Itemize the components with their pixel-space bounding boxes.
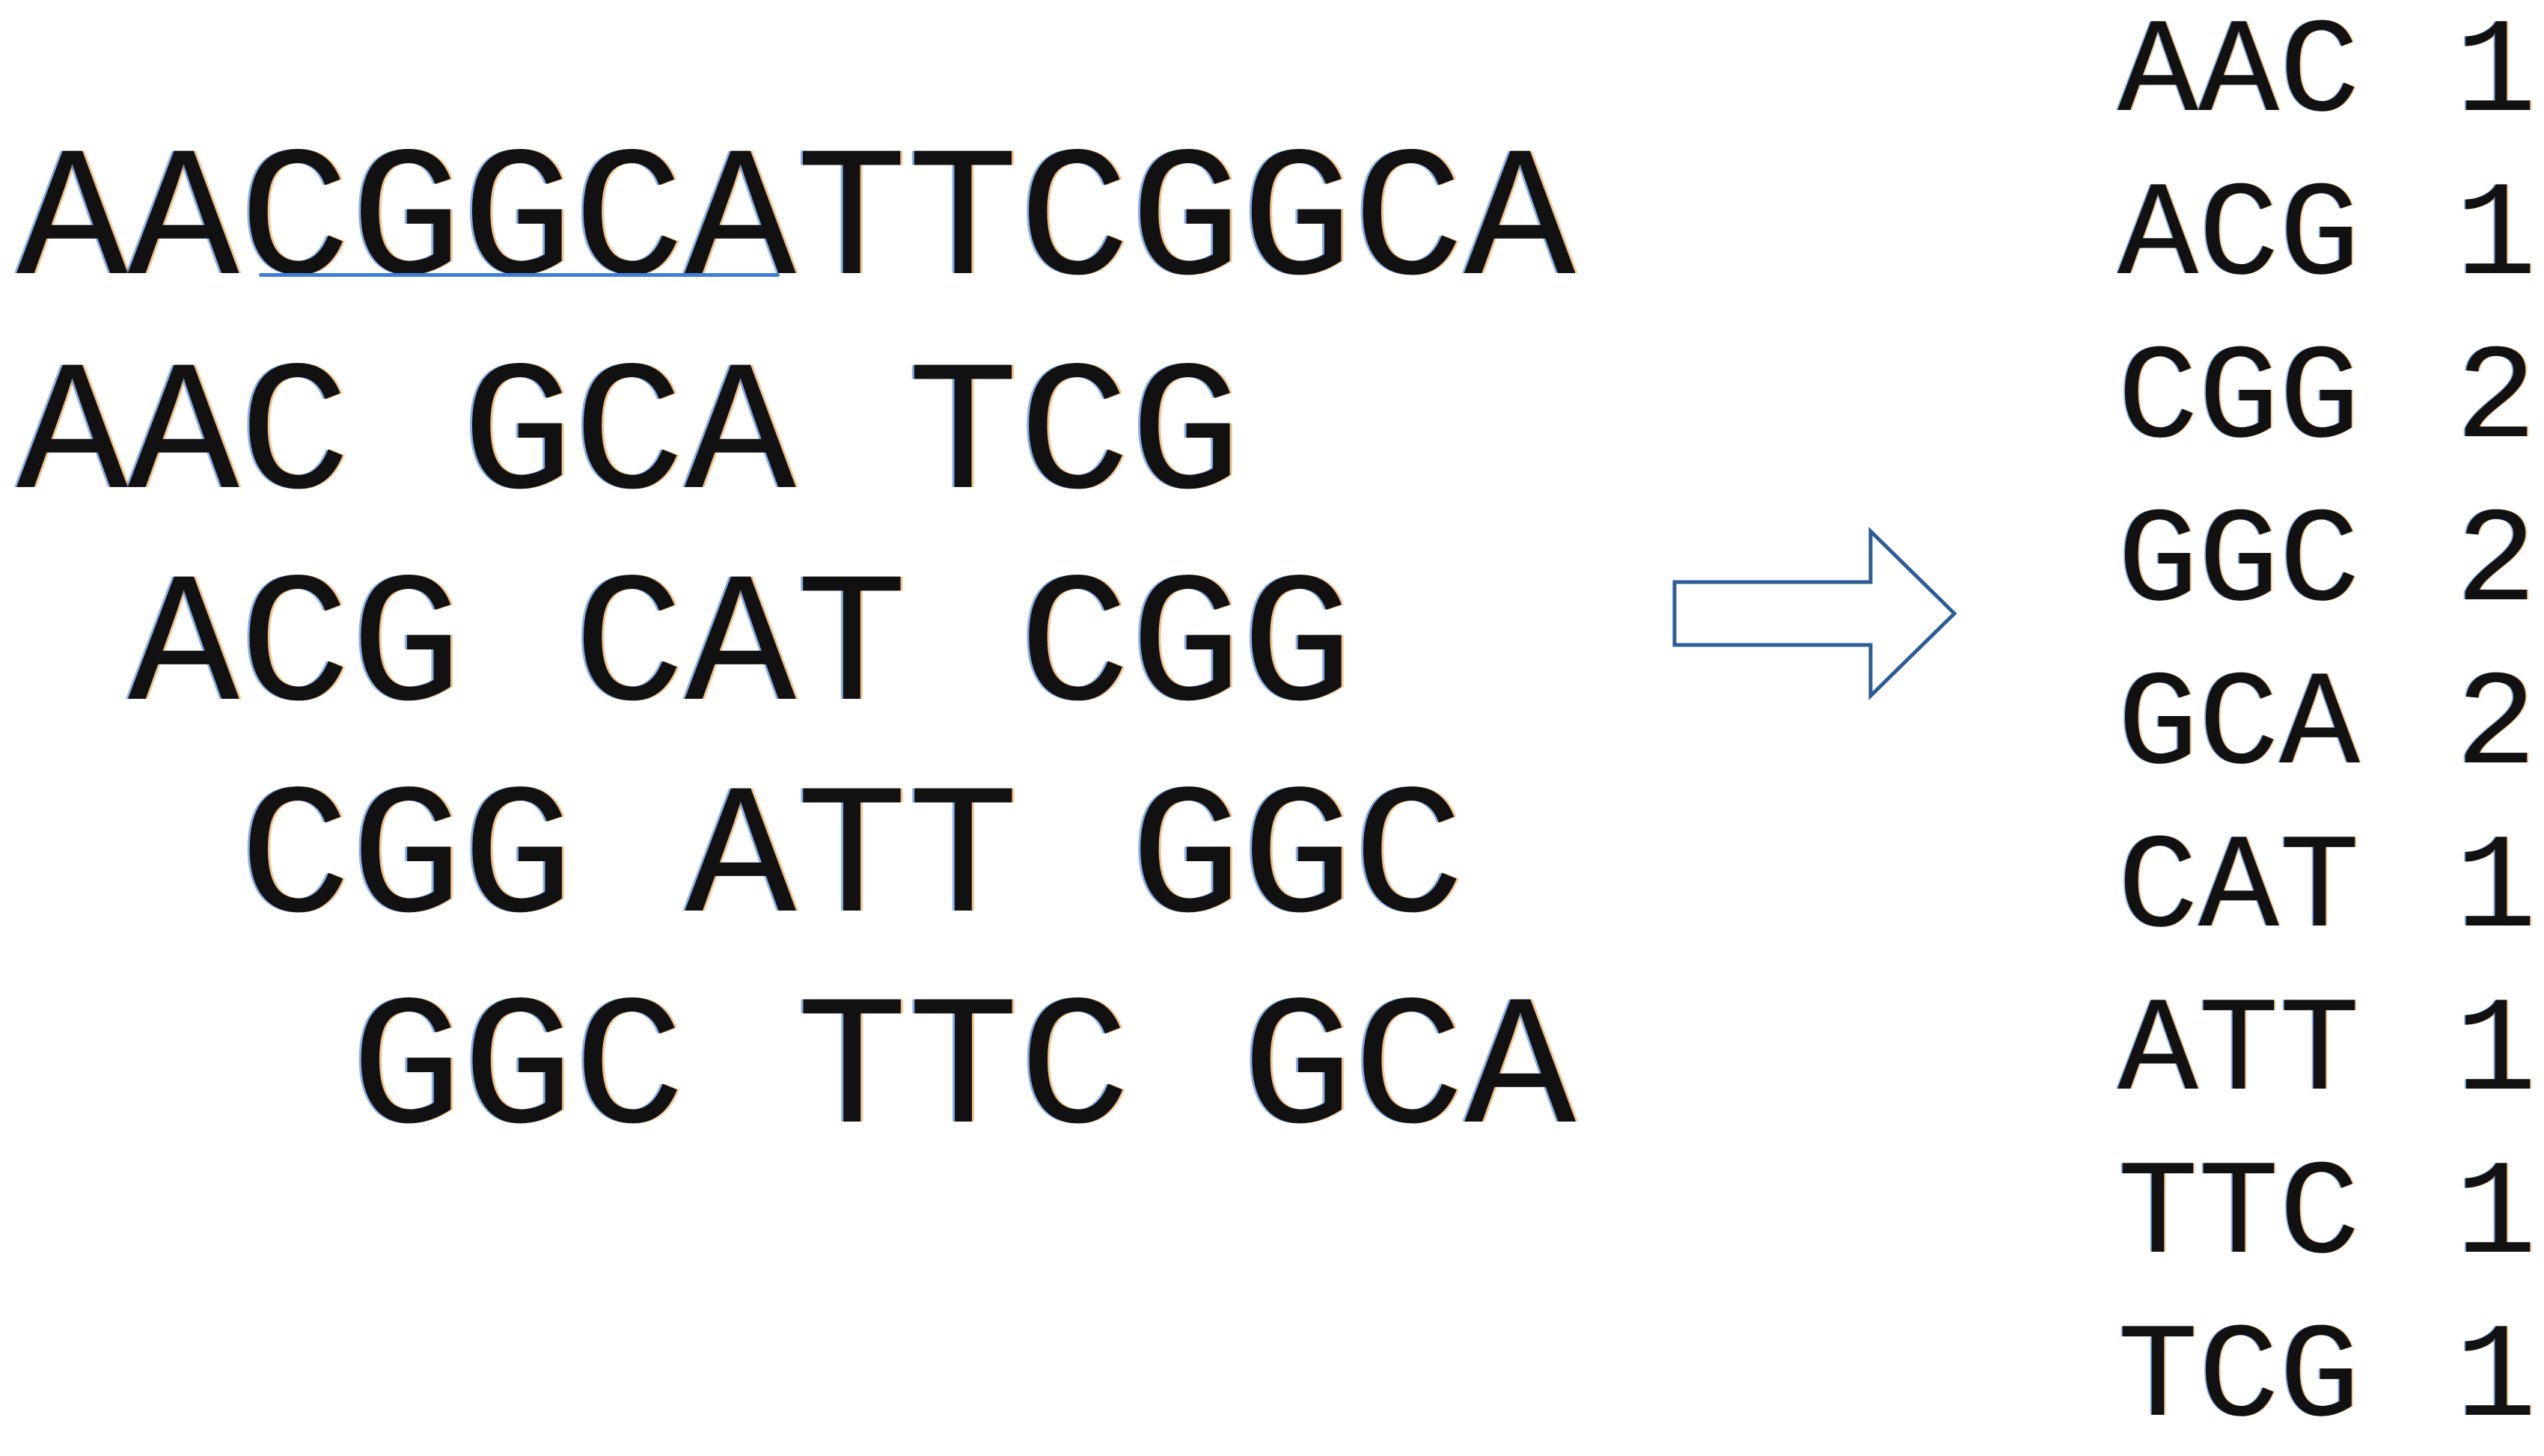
kmer: ACG <box>128 545 462 755</box>
kmer: GCA <box>1241 968 1577 1178</box>
count-kmer: TTC <box>2118 1140 2361 1293</box>
count-value: 1 <box>2456 977 2537 1130</box>
kmer-row-4: GGC TTC GCA <box>351 980 1576 1166</box>
count-kmer: CAT <box>2118 814 2361 967</box>
kmer: TCG <box>907 334 1242 543</box>
window-underline <box>259 273 780 277</box>
kmer-row-2: ACG CAT CGG <box>128 557 1353 743</box>
count-kmer: GGC <box>2118 488 2361 640</box>
kmer-row-1: AAC GCA TCG <box>16 346 1241 531</box>
count-kmer: ATT <box>2118 977 2361 1130</box>
count-value: 1 <box>2456 814 2537 967</box>
kmer: ATT <box>685 757 1019 967</box>
kmer: AAC <box>16 334 351 543</box>
count-kmer: CGG <box>2118 325 2361 477</box>
count-row: GGC 2 <box>2118 489 2544 639</box>
kmer: CGG <box>239 757 574 967</box>
kmer: GGC <box>351 968 685 1178</box>
count-row: TCG 1 <box>2118 1305 2544 1455</box>
count-kmer: GCA <box>2118 651 2361 804</box>
count-value: 2 <box>2456 325 2537 477</box>
count-kmer: ACG <box>2118 162 2361 314</box>
kmer: GGC <box>1130 757 1465 967</box>
count-row: ACG 1 <box>2118 163 2544 313</box>
kmer: CGG <box>1018 545 1354 755</box>
count-row: ATT 1 <box>2118 979 2544 1128</box>
count-value: 2 <box>2456 488 2537 640</box>
kmer: TTC <box>796 968 1131 1178</box>
count-kmer: TCG <box>2118 1303 2361 1456</box>
dna-sequence: AACGGCATTCGGCA <box>16 120 1576 329</box>
count-row: TTC 1 <box>2118 1142 2544 1291</box>
count-row: AAC 1 <box>2118 0 2544 150</box>
kmer: GCA <box>462 334 796 543</box>
count-value: 2 <box>2456 651 2537 804</box>
right-arrow-icon <box>1672 527 1957 700</box>
count-value: 1 <box>2456 0 2537 151</box>
count-row: CAT 1 <box>2118 816 2544 965</box>
kmer-row-3: CGG ATT GGC <box>239 769 1464 955</box>
kmer: CAT <box>573 545 908 755</box>
count-row: GCA 2 <box>2118 652 2544 802</box>
count-row: CGG 2 <box>2118 326 2544 476</box>
count-value: 1 <box>2456 1303 2537 1456</box>
count-value: 1 <box>2456 162 2537 314</box>
count-value: 1 <box>2456 1140 2537 1293</box>
count-kmer: AAC <box>2118 0 2361 151</box>
